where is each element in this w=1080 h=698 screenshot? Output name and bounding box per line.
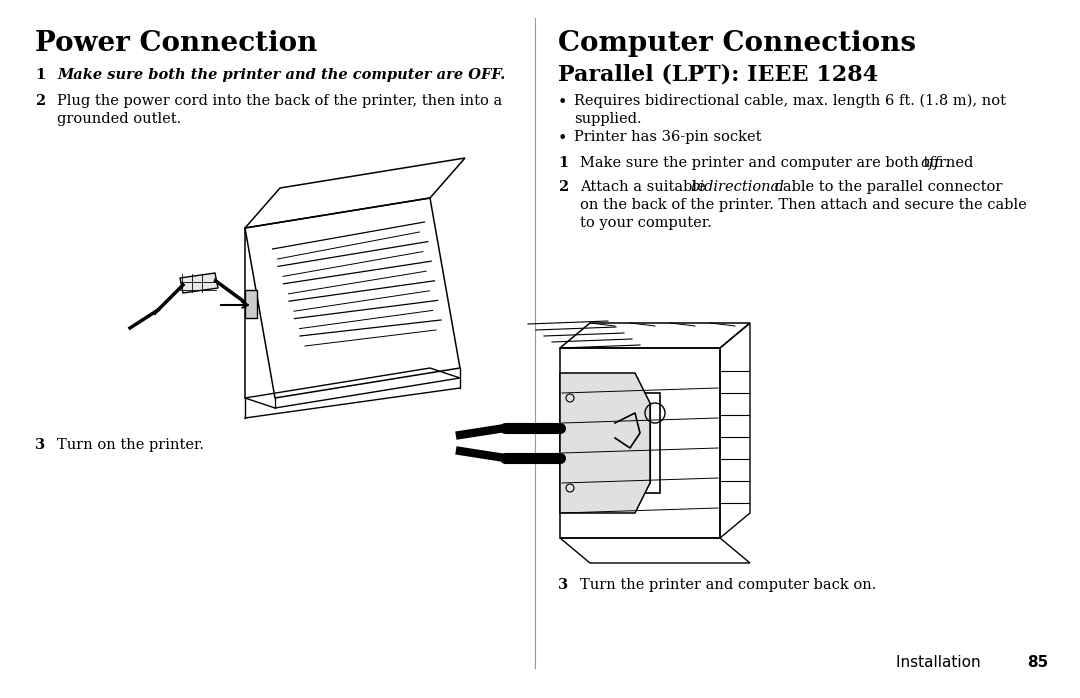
Text: •: •: [558, 130, 567, 147]
Text: Attach a suitable: Attach a suitable: [580, 180, 711, 194]
Text: Installation: Installation: [895, 655, 990, 670]
Text: to your computer.: to your computer.: [580, 216, 712, 230]
Text: 2: 2: [35, 94, 45, 108]
Text: grounded outlet.: grounded outlet.: [57, 112, 181, 126]
Text: supplied.: supplied.: [573, 112, 642, 126]
Text: Make sure the printer and computer are both turned: Make sure the printer and computer are b…: [580, 156, 978, 170]
Text: 1: 1: [558, 156, 568, 170]
Text: .: .: [945, 156, 949, 170]
Bar: [245, 290, 257, 318]
Text: Turn the printer and computer back on.: Turn the printer and computer back on.: [580, 578, 876, 592]
Text: Computer Connections: Computer Connections: [558, 30, 916, 57]
Text: Make sure both the printer and the computer are OFF.: Make sure both the printer and the compu…: [57, 68, 505, 82]
Text: Parallel (LPT): IEEE 1284: Parallel (LPT): IEEE 1284: [558, 64, 878, 86]
Text: cable to the parallel connector: cable to the parallel connector: [770, 180, 1002, 194]
Text: Turn on the printer.: Turn on the printer.: [57, 438, 204, 452]
Polygon shape: [561, 373, 650, 513]
Text: bidirectional: bidirectional: [690, 180, 784, 194]
Text: Printer has 36-pin socket: Printer has 36-pin socket: [573, 130, 761, 144]
Text: Plug the power cord into the back of the printer, then into a: Plug the power cord into the back of the…: [57, 94, 502, 108]
Text: 1: 1: [35, 68, 45, 82]
Text: Power Connection: Power Connection: [35, 30, 318, 57]
Text: 2: 2: [558, 180, 568, 194]
Text: 85: 85: [1027, 655, 1048, 670]
Polygon shape: [180, 273, 218, 293]
Text: on the back of the printer. Then attach and secure the cable: on the back of the printer. Then attach …: [580, 198, 1027, 212]
Text: •: •: [558, 94, 567, 111]
Text: Requires bidirectional cable, max. length 6 ft. (1.8 m), not: Requires bidirectional cable, max. lengt…: [573, 94, 1005, 108]
Text: 3: 3: [558, 578, 568, 592]
Text: 3: 3: [35, 438, 45, 452]
Text: off: off: [920, 156, 940, 170]
